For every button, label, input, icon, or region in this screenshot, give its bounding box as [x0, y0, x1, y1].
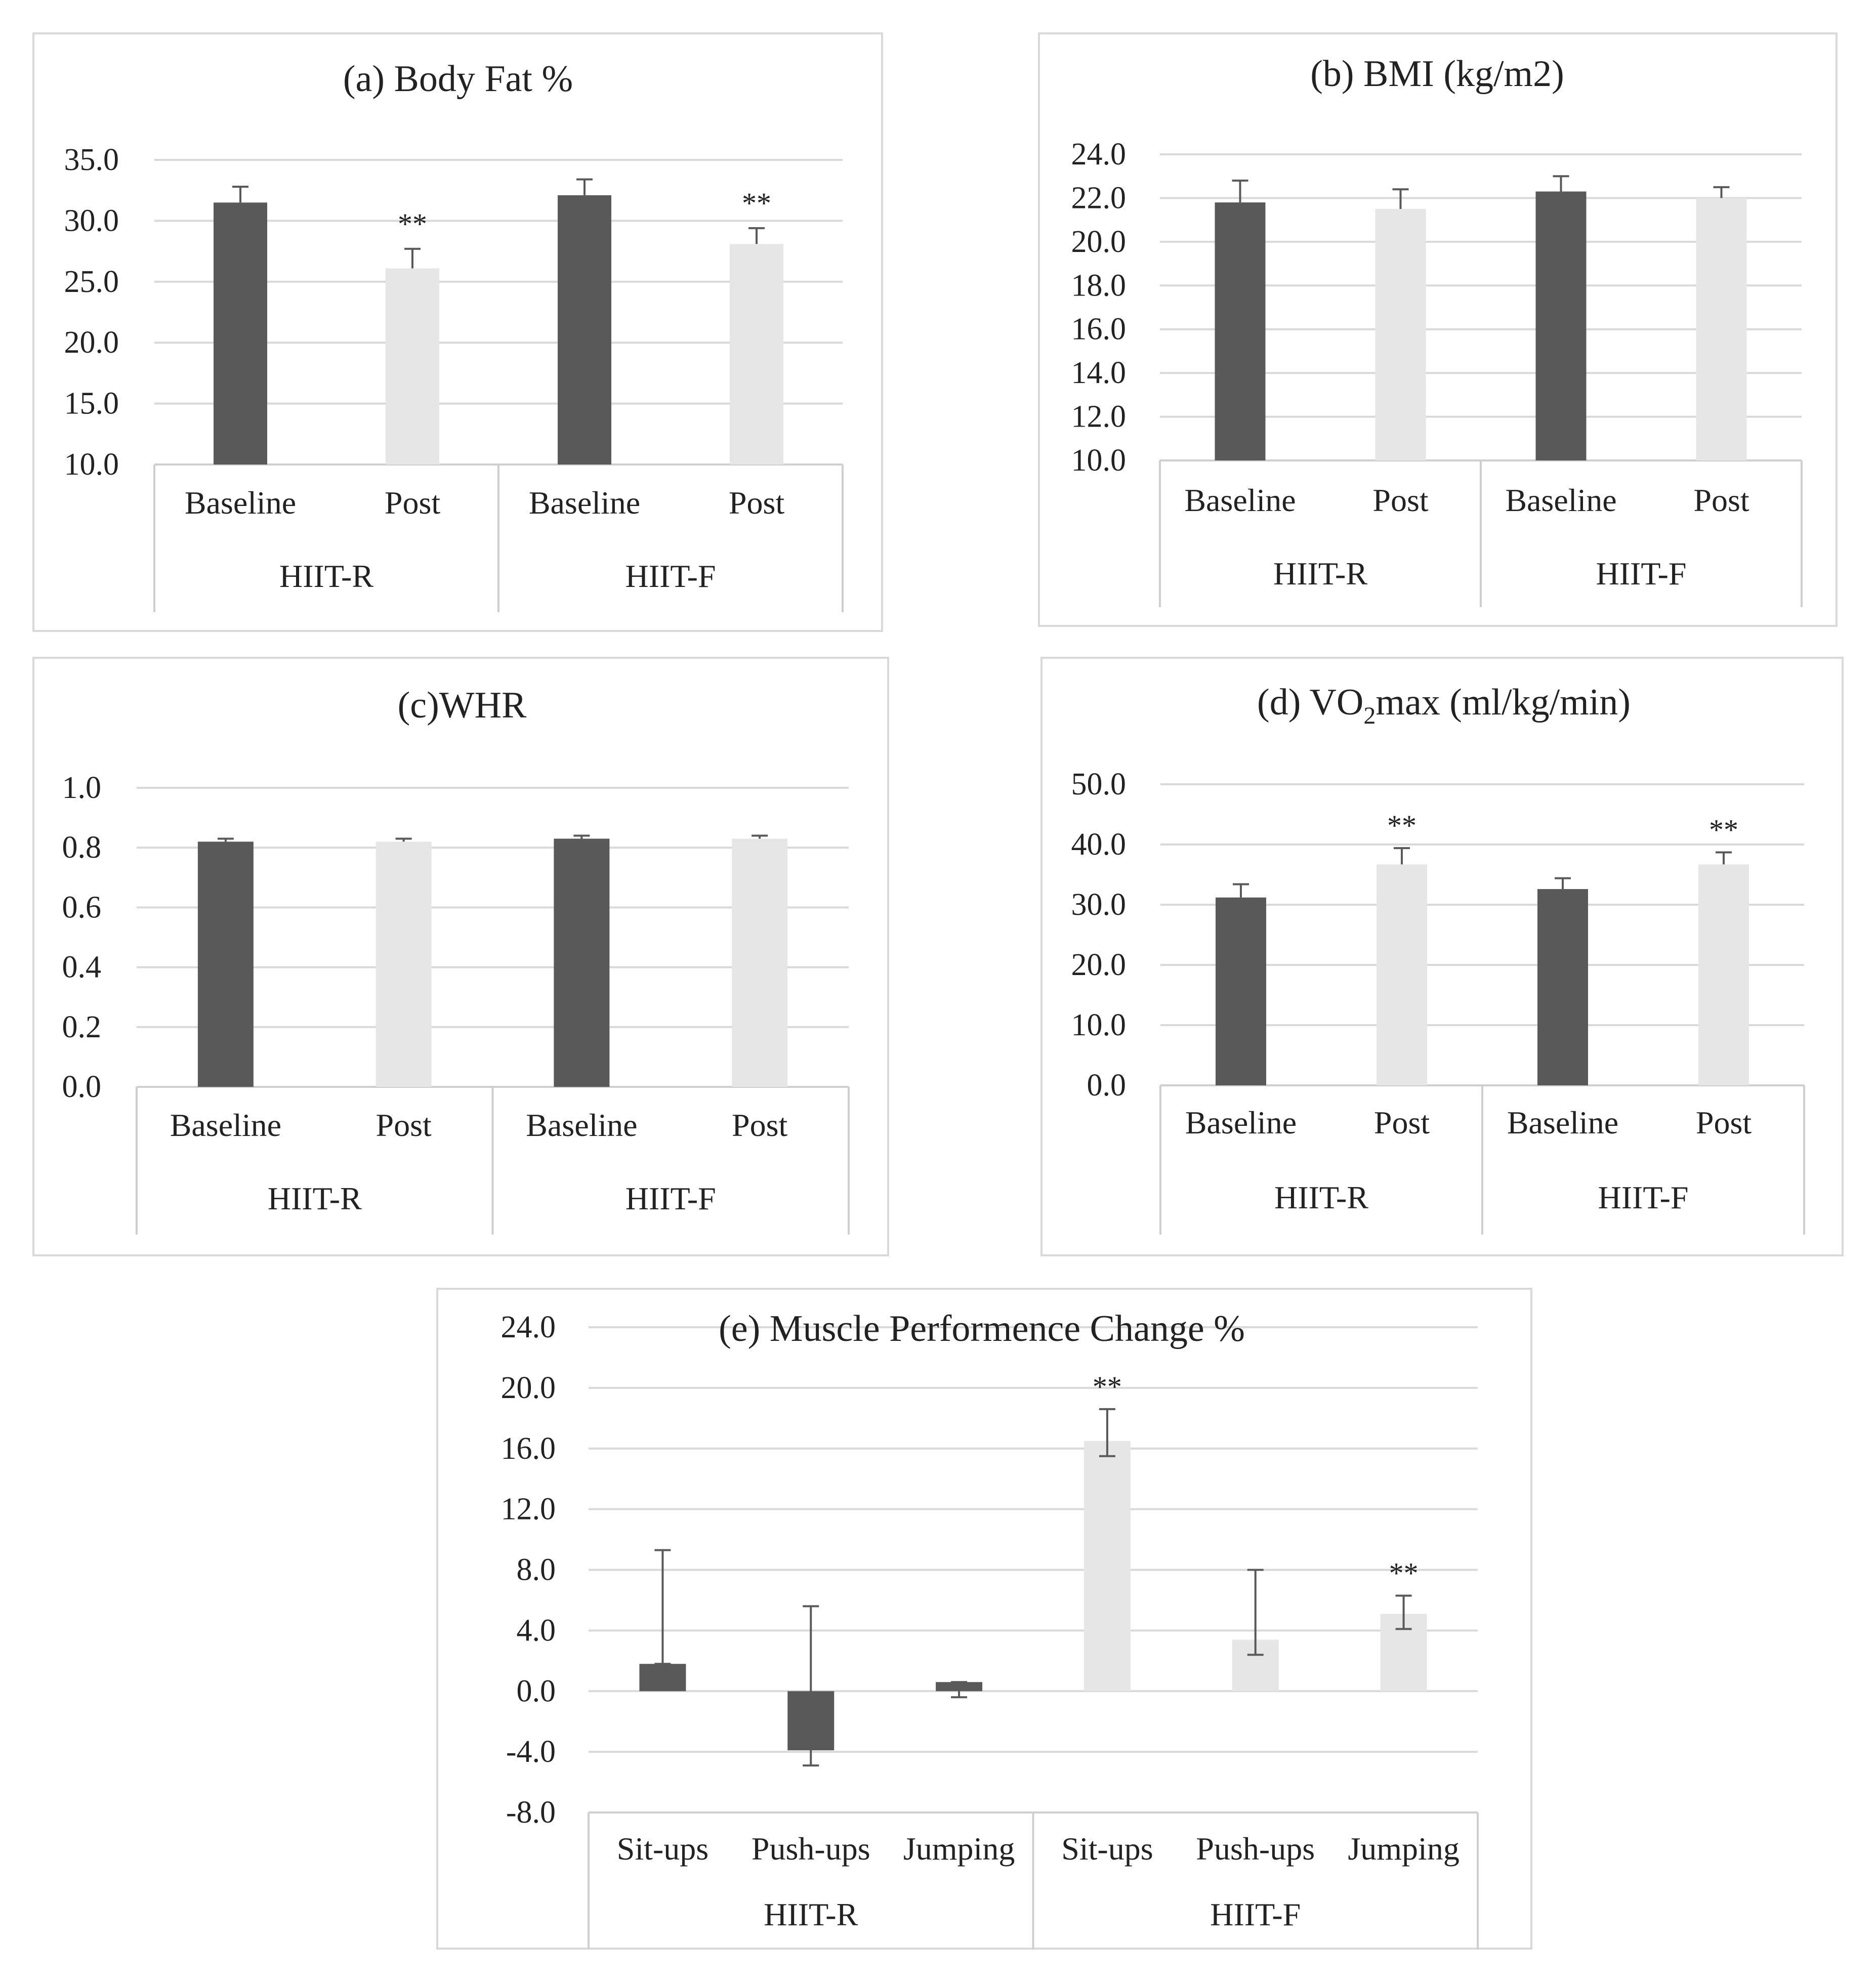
y-tick-label: 4.0: [517, 1613, 556, 1648]
bar-b-2: [1535, 191, 1587, 460]
y-tick-label: 30.0: [64, 203, 119, 238]
y-tick-label: 0.0: [1087, 1068, 1127, 1103]
category-label: Baseline: [185, 485, 296, 521]
y-tick-label: 14.0: [1071, 356, 1127, 390]
y-tick-label: 22.0: [1071, 181, 1127, 215]
category-label: Baseline: [1185, 1105, 1297, 1141]
y-tick-label: 0.0: [62, 1070, 102, 1104]
y-tick-label: 24.0: [1071, 137, 1127, 172]
category-label: Post: [385, 485, 441, 521]
category-label: Jumping: [903, 1831, 1015, 1867]
chart-title: (e) Muscle Performence Change %: [719, 1308, 1245, 1349]
bar-a-2: [558, 195, 611, 465]
y-tick-label: 20.0: [1071, 948, 1127, 982]
y-tick-label: 12.0: [1071, 400, 1127, 434]
chart-title: (b) BMI (kg/m2): [1310, 53, 1564, 95]
group-label: HIIT-R: [764, 1896, 858, 1932]
y-tick-label: 16.0: [1071, 312, 1127, 347]
category-label: Post: [732, 1107, 788, 1143]
category-label: Sit-ups: [1061, 1831, 1153, 1867]
category-label: Baseline: [529, 485, 640, 521]
y-tick-label: -8.0: [506, 1795, 556, 1830]
y-tick-label: 10.0: [64, 447, 119, 482]
group-label: HIIT-R: [1274, 1179, 1368, 1215]
chart-title: (a) Body Fat %: [343, 58, 573, 100]
y-tick-label: 25.0: [64, 265, 119, 299]
group-label: HIIT-R: [1273, 556, 1367, 592]
y-tick-label: 40.0: [1071, 827, 1127, 862]
chart-title: (d) VO2max (ml/kg/min): [1257, 682, 1631, 729]
category-label: Post: [1374, 1105, 1430, 1141]
y-tick-label: 50.0: [1071, 767, 1127, 801]
category-label: Baseline: [1184, 482, 1296, 518]
y-tick-label: 20.0: [501, 1371, 556, 1405]
category-label: Sit-ups: [617, 1831, 708, 1867]
category-label: Jumping: [1348, 1831, 1459, 1867]
category-label: Baseline: [1505, 482, 1616, 518]
y-tick-label: 0.0: [517, 1674, 556, 1708]
y-tick-label: 15.0: [64, 387, 119, 421]
y-tick-label: 0.4: [62, 950, 102, 985]
bar-a-3: [730, 244, 783, 465]
category-label: Post: [729, 485, 785, 521]
y-tick-label: 8.0: [517, 1553, 556, 1587]
group-label: HIIT-F: [1210, 1896, 1301, 1932]
bar-b-0: [1215, 202, 1266, 460]
category-label: Baseline: [526, 1107, 637, 1143]
y-tick-label: 24.0: [501, 1310, 556, 1344]
bar-e-3: [1083, 1441, 1131, 1692]
chart-title: (c)WHR: [398, 685, 527, 726]
y-tick-label: 10.0: [1071, 1008, 1127, 1042]
bar-b-1: [1375, 209, 1426, 460]
bar-c-1: [376, 841, 432, 1087]
y-tick-label: 0.8: [62, 830, 102, 865]
category-label: Baseline: [1507, 1105, 1618, 1141]
significance-marker: **: [1709, 813, 1738, 846]
y-tick-label: 35.0: [64, 143, 119, 177]
group-label: HIIT-F: [626, 558, 716, 594]
y-tick-label: -4.0: [506, 1735, 556, 1769]
significance-marker: **: [1387, 809, 1416, 842]
bar-d-0: [1216, 897, 1266, 1085]
y-tick-label: 0.2: [62, 1010, 102, 1044]
category-label: Push-ups: [1196, 1831, 1315, 1867]
group-label: HIIT-R: [279, 558, 373, 594]
significance-marker: **: [1093, 1370, 1122, 1403]
y-tick-label: 0.6: [62, 890, 102, 924]
group-label: HIIT-R: [268, 1180, 362, 1216]
category-label: Baseline: [170, 1107, 281, 1143]
category-label: Post: [376, 1107, 432, 1143]
bar-d-2: [1537, 889, 1588, 1085]
y-tick-label: 30.0: [1071, 888, 1127, 922]
y-tick-label: 20.0: [1071, 225, 1127, 259]
category-label: Post: [1372, 482, 1429, 518]
bar-d-1: [1377, 864, 1427, 1085]
bar-c-0: [197, 841, 254, 1087]
y-tick-label: 18.0: [1071, 268, 1127, 303]
y-tick-label: 1.0: [62, 771, 102, 805]
significance-marker: **: [398, 207, 427, 240]
significance-marker: **: [1389, 1556, 1419, 1589]
bar-d-3: [1698, 864, 1749, 1085]
y-tick-label: 10.0: [1071, 443, 1127, 478]
bar-b-3: [1696, 198, 1747, 460]
group-label: HIIT-F: [1598, 1179, 1689, 1215]
y-tick-label: 20.0: [64, 325, 119, 360]
bar-c-3: [732, 838, 788, 1087]
y-tick-label: 12.0: [501, 1492, 556, 1527]
panel-e: [436, 1288, 1532, 1950]
bar-c-2: [554, 838, 610, 1087]
bar-a-1: [386, 268, 439, 465]
category-label: Post: [1693, 482, 1749, 518]
category-label: Push-ups: [752, 1831, 870, 1867]
y-tick-label: 16.0: [501, 1431, 556, 1466]
bar-a-0: [214, 202, 267, 465]
bar-e-0: [639, 1664, 686, 1692]
category-label: Post: [1696, 1105, 1752, 1141]
group-label: HIIT-F: [1596, 556, 1687, 592]
significance-marker: **: [742, 187, 771, 220]
group-label: HIIT-F: [626, 1180, 716, 1216]
